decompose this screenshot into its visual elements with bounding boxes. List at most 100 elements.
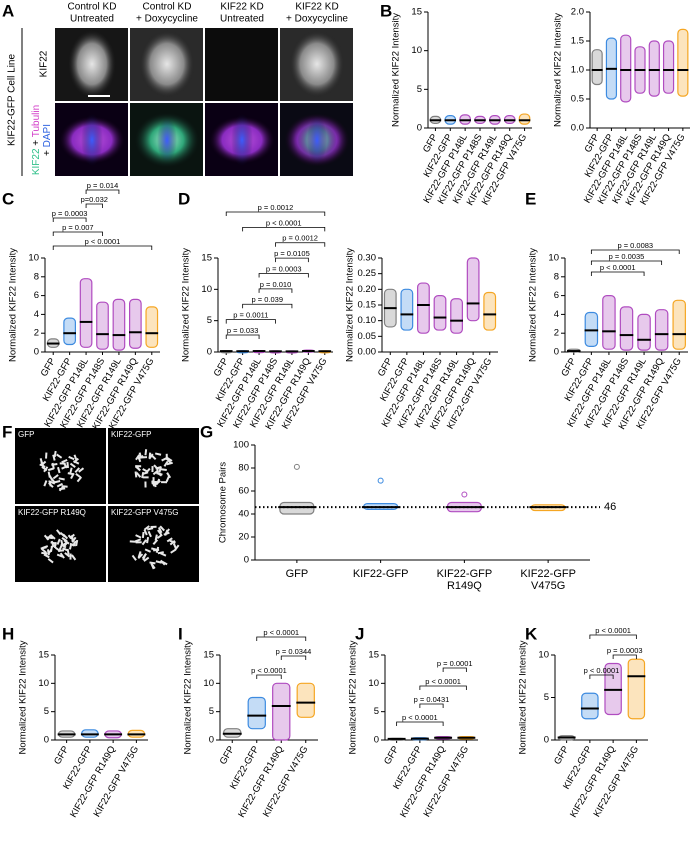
y-tick-label: 5 [544, 692, 549, 703]
y-tick-label: 8 [554, 271, 559, 282]
y-tick-label: 0.10 [358, 315, 377, 326]
chromosome [143, 529, 148, 536]
chromosome [56, 482, 64, 488]
chromosome [57, 549, 65, 552]
y-tick-label: 5 [417, 84, 422, 95]
chromosome [52, 474, 59, 480]
chromosome [135, 471, 142, 478]
significance-bracket [396, 721, 444, 726]
point-cluster [648, 40, 660, 97]
significance-bracket [589, 634, 637, 639]
significance-bracket [52, 245, 153, 250]
chromosome [161, 456, 168, 462]
point-cluster [620, 34, 632, 103]
chromosome [150, 563, 155, 570]
p-value-label: p = 0.0035 [609, 252, 645, 261]
chromosome [166, 456, 173, 462]
chromosome [71, 554, 77, 561]
point-cluster [79, 278, 93, 348]
chromosome [149, 561, 156, 565]
y-tick-label: 10 [411, 45, 422, 56]
significance-bracket [225, 211, 326, 216]
significance-bracket [280, 655, 307, 660]
row-label-part: KIF22 [31, 148, 42, 175]
chromosome [157, 529, 163, 536]
chromosome [43, 553, 50, 559]
p-value-label: p = 0.0011 [233, 311, 268, 320]
chromosome [156, 471, 163, 476]
significance-bracket [590, 260, 663, 265]
x-tick-label: R149Q [447, 580, 482, 592]
chromosome [69, 462, 76, 468]
y-tick-label: 5 [209, 706, 214, 717]
y-tick-label: 0 [374, 735, 379, 746]
chromosome [47, 471, 51, 478]
x-tick-label: KIF22-GFP [437, 568, 493, 580]
chromosome [78, 467, 85, 473]
y-axis-label: Normalized KIF22 Intensity [18, 640, 29, 754]
y-tick-label: 0 [417, 123, 422, 134]
panel-letter: J [355, 624, 364, 643]
cell [68, 30, 116, 98]
significance-bracket [85, 189, 120, 194]
chromosome [166, 461, 173, 466]
point-cluster [450, 298, 463, 334]
y-tick-label: 60 [238, 486, 249, 497]
chromosome [143, 525, 150, 531]
image-label: KIF22-GFP V475G [111, 508, 178, 517]
p-value-label: p = 0.033 [227, 326, 259, 335]
chromosome [157, 551, 164, 555]
x-tick-label: GFP [286, 568, 309, 580]
point-cluster [619, 306, 634, 351]
outlier-point [461, 491, 468, 498]
chromosome [49, 545, 53, 553]
y-tick-label: 0.20 [358, 284, 377, 295]
point-cluster [591, 49, 603, 86]
point-cluster [627, 658, 646, 720]
panel-letter: G [200, 422, 213, 441]
significance-bracket [258, 288, 293, 293]
chromosome [41, 548, 48, 554]
x-tick-label: KIF22-GFP [520, 568, 576, 580]
significance-bracket [242, 226, 326, 232]
chromosome [59, 531, 66, 538]
chromosome [76, 476, 83, 483]
column-header: Untreated [70, 14, 114, 25]
significance-bracket [590, 271, 645, 276]
cell [231, 114, 253, 166]
column-header: Control KD [143, 2, 192, 13]
significance-bracket [275, 242, 326, 247]
row-label-part: DAPI [42, 124, 53, 147]
chromosome [134, 538, 142, 543]
chromosome [142, 476, 149, 479]
reference-label: 46 [604, 501, 616, 513]
panel-letter: I [178, 624, 183, 643]
y-axis-label: Normalized KIF22 Intensity [348, 640, 359, 754]
x-tick-label: V475G [531, 580, 565, 592]
y-tick-label: 15 [368, 650, 379, 661]
chromosome [73, 457, 79, 464]
column-header: + Doxycycline [286, 14, 348, 25]
chromosome [153, 548, 160, 552]
significance-bracket [256, 636, 307, 641]
p-value-label: p = 0.0003 [266, 264, 302, 273]
p-value-label: p = 0.0431 [414, 695, 450, 704]
p-value-label: p = 0.007 [62, 223, 94, 232]
point-cluster [466, 257, 480, 322]
significance-bracket [275, 257, 309, 263]
y-tick-label: 0 [554, 347, 559, 358]
chromosome [51, 462, 55, 470]
point-cluster [672, 299, 686, 350]
chromosome [134, 465, 141, 472]
y-tick-label: 0.5 [571, 94, 584, 105]
chromosome [147, 530, 152, 538]
p-value-label: p < 0.0001 [402, 713, 438, 722]
y-tick-label: 5 [207, 315, 212, 326]
p-value-label: p < 0.0001 [266, 218, 302, 227]
chromosome [45, 452, 48, 459]
y-tick-label: 0.0 [571, 123, 584, 134]
chromosome [155, 466, 162, 470]
chromosome [63, 540, 69, 547]
chromosome [135, 534, 142, 539]
chromosome [74, 467, 81, 474]
